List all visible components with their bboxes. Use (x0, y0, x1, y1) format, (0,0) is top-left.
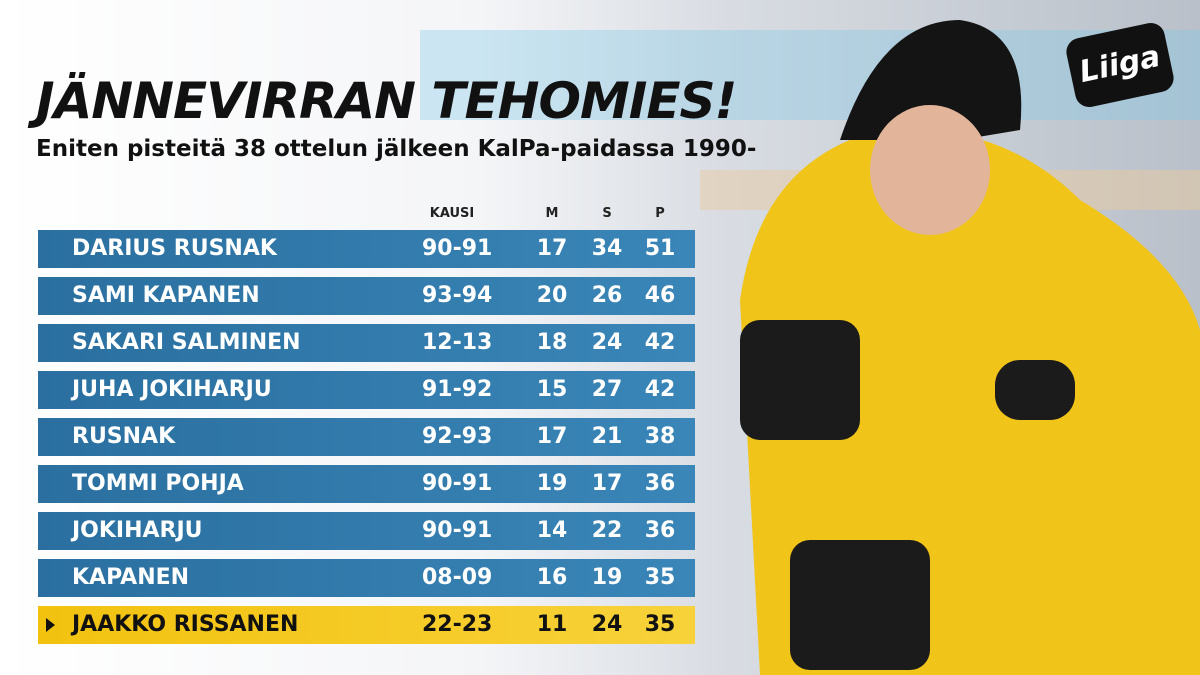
stat-cell: 18 (536, 330, 568, 355)
stat-cell: 26 (591, 283, 623, 308)
stat-cell: 24 (591, 330, 623, 355)
player-name: KAPANEN (72, 565, 190, 590)
stat-cell: 92-93 (422, 424, 493, 449)
player-name: SAKARI SALMINEN (72, 330, 301, 355)
stat-cell: 90-91 (422, 518, 493, 543)
stat-cell: 36 (644, 518, 676, 543)
player-name: RUSNAK (72, 424, 176, 449)
player-name: JOKIHARJU (72, 518, 203, 543)
stat-cell: 19 (536, 471, 568, 496)
column-header: M (545, 206, 559, 221)
stat-cell: 42 (644, 330, 676, 355)
stat-cell: 51 (644, 236, 676, 261)
player-name: JAAKKO RISSANEN (72, 612, 299, 637)
column-header: P (655, 206, 665, 221)
stat-cell: 91-92 (422, 377, 493, 402)
stat-cell: 22 (591, 518, 623, 543)
table-row: KAPANEN 08-09 16 19 35 (38, 559, 695, 597)
stat-cell: 12-13 (422, 330, 493, 355)
stat-cell: 22-23 (422, 612, 493, 637)
stat-cell: 24 (591, 612, 623, 637)
title: JÄNNEVIRRAN TEHOMIES! (36, 72, 737, 130)
stat-cell: 16 (536, 565, 568, 590)
stat-cell: 21 (591, 424, 623, 449)
player-name: SAMI KAPANEN (72, 283, 260, 308)
table-row: SAMI KAPANEN 93-94 20 26 46 (38, 277, 695, 315)
stat-cell: 34 (591, 236, 623, 261)
stat-cell: 19 (591, 565, 623, 590)
stat-cell: 93-94 (422, 283, 493, 308)
stat-cell: 08-09 (422, 565, 493, 590)
stat-cell: 35 (644, 612, 676, 637)
stat-cell: 11 (536, 612, 568, 637)
stat-cell: 35 (644, 565, 676, 590)
row-marker (46, 618, 55, 632)
table-row: JUHA JOKIHARJU 91-92 15 27 42 (38, 371, 695, 409)
table-row: JOKIHARJU 90-91 14 22 36 (38, 512, 695, 550)
stat-cell: 17 (536, 424, 568, 449)
stat-cell: 90-91 (422, 236, 493, 261)
stat-cell: 17 (536, 236, 568, 261)
table-row: SAKARI SALMINEN 12-13 18 24 42 (38, 324, 695, 362)
player-name: DARIUS RUSNAK (72, 236, 277, 261)
stat-cell: 90-91 (422, 471, 493, 496)
stat-cell: 46 (644, 283, 676, 308)
column-header: KAUSI (429, 206, 475, 221)
stat-cell: 36 (644, 471, 676, 496)
table-row: JAAKKO RISSANEN 22-23 11 24 35 (38, 606, 695, 644)
stat-cell: 17 (591, 471, 623, 496)
stat-cell: 38 (644, 424, 676, 449)
stat-cell: 14 (536, 518, 568, 543)
player-name: TOMMI POHJA (72, 471, 244, 496)
stat-cell: 42 (644, 377, 676, 402)
table-row: TOMMI POHJA 90-91 19 17 36 (38, 465, 695, 503)
subtitle: Eniten pisteitä 38 ottelun jälkeen KalPa… (36, 136, 757, 162)
player-name: JUHA JOKIHARJU (72, 377, 272, 402)
table-row: RUSNAK 92-93 17 21 38 (38, 418, 695, 456)
stat-cell: 27 (591, 377, 623, 402)
column-header: S (602, 206, 612, 221)
stat-cell: 20 (536, 283, 568, 308)
stat-cell: 15 (536, 377, 568, 402)
table-row: DARIUS RUSNAK 90-91 17 34 51 (38, 230, 695, 268)
